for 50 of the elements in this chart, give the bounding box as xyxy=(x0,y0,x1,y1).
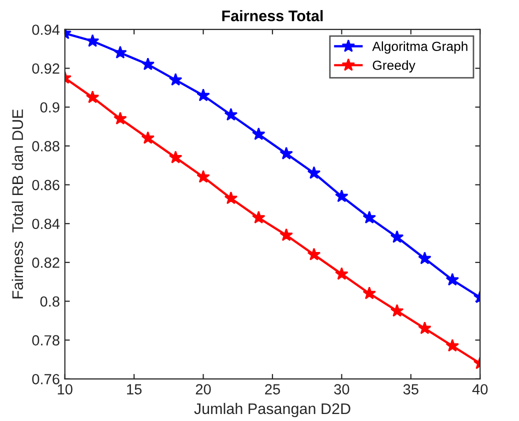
point xyxy=(196,170,210,183)
y-tick-label: 0.84 xyxy=(32,218,60,230)
x-tick-label: 20 xyxy=(196,384,211,394)
x-tick-label: 35 xyxy=(403,384,418,394)
y-tick-label: 0.94 xyxy=(32,24,60,35)
point xyxy=(114,46,127,59)
point xyxy=(224,108,238,121)
chart-title: Fairness Total xyxy=(222,10,323,22)
x-tick-label: 30 xyxy=(334,384,350,394)
point xyxy=(252,210,266,224)
point xyxy=(362,210,376,224)
legend-label: Algoritma Graph xyxy=(372,41,468,54)
point xyxy=(280,146,293,160)
point xyxy=(252,127,266,140)
point xyxy=(168,150,182,164)
point xyxy=(307,166,321,179)
x-tick-label: 15 xyxy=(127,384,142,394)
point xyxy=(86,90,100,104)
x-axis-title: Jumlah Pasangan D2D xyxy=(194,402,350,418)
point xyxy=(362,286,376,300)
point xyxy=(86,34,100,47)
y-tick-label: 0.88 xyxy=(32,141,60,152)
y-tick-label: 0.86 xyxy=(32,180,60,190)
point xyxy=(335,189,348,202)
legend-label: Greedy xyxy=(372,60,416,73)
y-tick-label: 0.78 xyxy=(32,335,60,346)
point xyxy=(280,228,293,241)
point xyxy=(335,267,348,280)
point xyxy=(196,88,210,102)
x-tick-label: 40 xyxy=(472,384,488,394)
x-tick-label: 10 xyxy=(58,384,72,394)
y-tick-label: 0.9 xyxy=(40,102,60,113)
point xyxy=(307,248,321,260)
y-tick-label: 0.92 xyxy=(32,63,60,74)
y-tick-label: 0.76 xyxy=(32,374,60,384)
point xyxy=(390,230,404,243)
point xyxy=(114,112,127,125)
point xyxy=(224,191,238,204)
point xyxy=(141,57,155,70)
point xyxy=(141,131,155,144)
point xyxy=(390,304,404,317)
y-axis-title: Fairness Total RB dan DUE xyxy=(12,109,24,298)
y-tick-label: 0.82 xyxy=(32,258,60,268)
point xyxy=(446,338,460,352)
x-tick-label: 25 xyxy=(265,384,280,394)
point xyxy=(168,73,182,86)
point xyxy=(418,252,432,264)
y-tick-label: 0.8 xyxy=(40,296,60,307)
point xyxy=(418,321,432,334)
point xyxy=(446,272,460,286)
